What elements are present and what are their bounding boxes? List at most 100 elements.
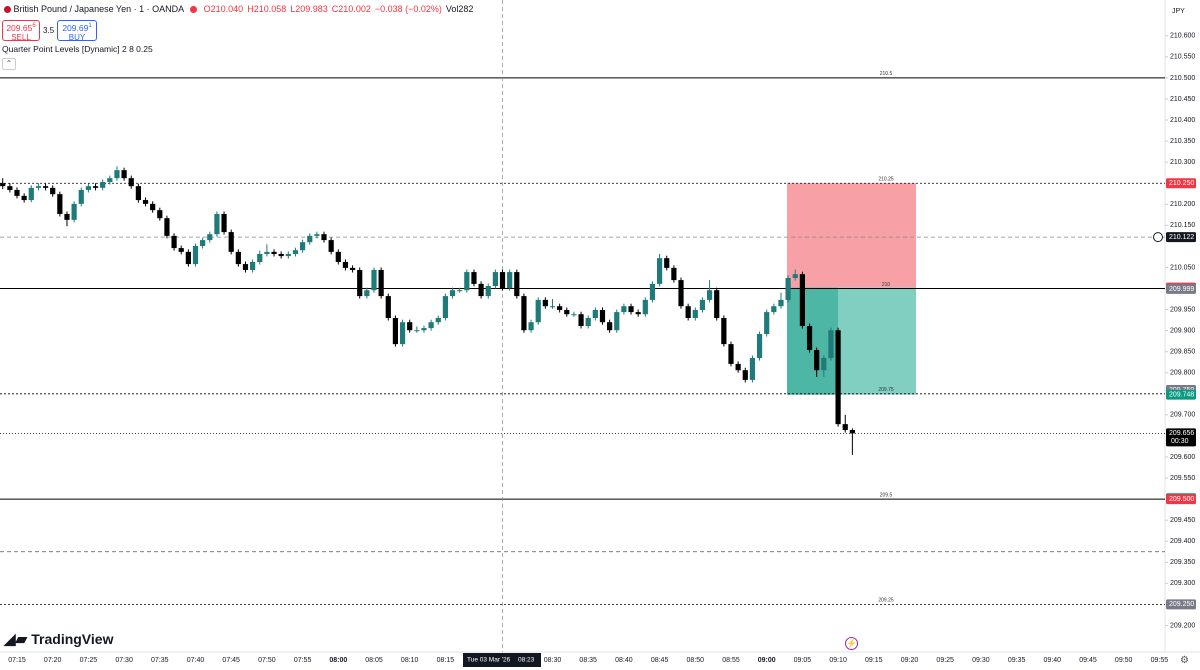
ohlc-value: Vol282 [445,4,474,14]
y-tick-label: 209.350 [1170,559,1195,566]
price-badge [1166,178,1196,189]
y-tick-label: 209.700 [1170,412,1195,419]
y-tick-label: 210.450 [1170,96,1195,103]
x-tick-label: 08:30 [544,657,562,664]
price-badge-label: 209.500 [1169,496,1194,503]
buy-button[interactable]: 209.691 BUY [57,20,97,42]
candle-body [607,322,613,331]
x-tick-label: 07:50 [258,657,276,664]
x-tick-label: 08:15 [437,657,455,664]
y-tick-label: 209.450 [1170,517,1195,524]
candle-body [564,309,570,315]
y-tick-label: 210.500 [1170,75,1195,82]
candle-body [78,189,84,204]
brand[interactable]: ◢▰ TradingView [4,630,113,648]
candle-body [228,232,234,252]
x-tick-label: 07:30 [115,657,133,664]
candle-body [457,290,463,292]
price-badge [1166,494,1196,505]
candle-body [828,330,834,359]
candle-body [706,290,713,300]
indicator[interactable]: Quarter Point Levels [Dynamic] 2 8 0.25 [2,44,153,54]
x-tick-label: 09:00 [758,657,776,664]
x-tick-label: 09:45 [1079,657,1097,664]
candle-body [692,309,698,318]
candle-body [42,186,49,188]
price-badge [1166,389,1196,400]
alert-icon[interactable]: ⚡ [845,637,858,650]
price-badge [1166,599,1196,610]
candle-body [28,187,34,201]
candle-body [578,314,584,326]
candle-body [178,248,184,252]
candle-body [649,283,656,300]
sell-sup: 6 [32,23,36,29]
sell-button[interactable]: 209.656 SELL [2,20,40,42]
candle-body [257,253,263,262]
candle-body [14,189,20,196]
x-tick-label: 08:50 [687,657,705,664]
candle-body [628,306,634,313]
candle-body [442,296,448,318]
last-price-label: 209.656 [1169,430,1194,437]
symbol[interactable]: British Pound / Japanese Yen · 1 · OANDA [13,4,184,14]
sell-label: SELL [11,32,31,42]
candle-body [150,203,156,211]
ohlc-value: O210.040 [203,4,244,14]
buy-price: 209.69 [62,22,89,33]
candle-body [107,178,113,182]
x-tick-label: 09:10 [829,657,847,664]
price-badge-label: 209.250 [1169,601,1194,608]
candle-body [250,261,256,270]
candle-body [492,272,498,286]
candle-body [192,245,199,265]
candle-body [114,170,120,179]
candle-body [100,181,106,188]
level-label: 210 [882,282,891,288]
candle-body [71,203,77,220]
price-badge-label: 210.250 [1169,180,1194,187]
crosshair-time-box [463,653,541,667]
crosshair-price-label: 210.122 [1169,234,1194,241]
candle-body [571,314,577,316]
candle-body [799,274,805,326]
candle-body [364,290,370,297]
currency[interactable]: JPY [1172,8,1185,15]
candle-body [300,242,306,251]
candle-body [592,309,598,318]
crosshair-time: 08:23 [518,657,535,664]
stop-zone [787,183,916,288]
x-tick-label: 07:15 [8,657,26,664]
market-icon [190,6,198,13]
candle-body [142,200,149,204]
y-tick-label: 209.550 [1170,475,1195,482]
candle-body [485,285,491,297]
candle-body [835,330,841,425]
collapse-button[interactable]: ⌃ [2,58,16,70]
candle-body [278,253,284,257]
x-tick-label: 07:35 [151,657,169,664]
y-tick-label: 210.600 [1170,33,1195,40]
candle-body [85,186,91,190]
candle-body [421,328,427,331]
candle-body [200,240,206,246]
candle-body [749,358,756,380]
candle-body [399,322,406,345]
candle-body [535,299,541,323]
candle-body [164,218,170,236]
brand-name: TradingView [31,631,114,647]
settings-icon[interactable]: ⚙ [1180,655,1189,666]
candle-body [542,299,548,307]
price-badge [1166,428,1196,447]
candle-body [185,251,191,265]
candle-body [449,290,456,297]
candle-body [849,430,855,434]
candle-body [549,306,556,308]
y-tick-label: 210.050 [1170,264,1195,271]
candle-body [557,306,563,310]
candle-body [235,251,241,265]
candle-body [35,186,42,188]
price-badge [1166,283,1196,294]
candle-body [314,234,320,236]
candle-body [507,272,513,289]
